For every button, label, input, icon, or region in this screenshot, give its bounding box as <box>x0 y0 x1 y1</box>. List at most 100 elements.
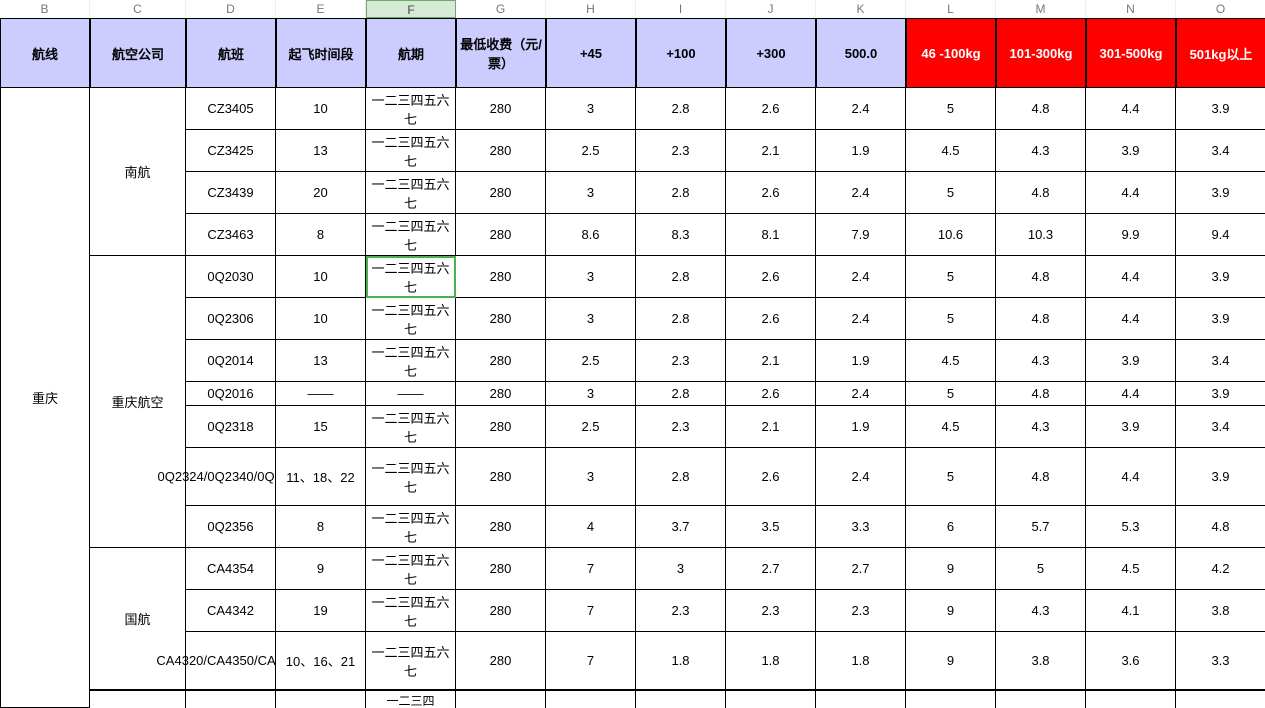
cell-dep[interactable]: 13 <box>276 340 366 382</box>
cell-w2[interactable]: 4.3 <box>996 590 1086 632</box>
cell-p45[interactable]: 3 <box>546 172 636 214</box>
cell-p500[interactable]: 2.4 <box>816 88 906 130</box>
cell-dep[interactable]: 8 <box>276 506 366 548</box>
cell-p45[interactable]: 7 <box>546 590 636 632</box>
cell-w3[interactable]: 4.4 <box>1086 256 1176 298</box>
column-letter-J[interactable]: J <box>726 0 816 18</box>
cell-min[interactable]: 280 <box>456 632 546 690</box>
cell-w1[interactable]: 5 <box>906 172 996 214</box>
column-letter-D[interactable]: D <box>186 0 276 18</box>
cell-min[interactable]: 280 <box>456 130 546 172</box>
header-13[interactable]: 501kg以上 <box>1176 18 1265 88</box>
cell-p500[interactable]: 2.4 <box>816 298 906 340</box>
header-3[interactable]: 起飞时间段 <box>276 18 366 88</box>
column-letter-F[interactable]: F <box>366 0 456 18</box>
cell-period[interactable]: —— <box>366 382 456 406</box>
cell-w1[interactable]: 4.5 <box>906 406 996 448</box>
cell-p100[interactable]: 2.3 <box>636 130 726 172</box>
cell-p100[interactable]: 2.8 <box>636 88 726 130</box>
cell-min[interactable]: 280 <box>456 172 546 214</box>
cell-flight[interactable]: 0Q2324/0Q2340/0Q2326 <box>186 448 276 506</box>
cell-w3[interactable]: 3.9 <box>1086 406 1176 448</box>
cell-p45[interactable]: 3 <box>546 88 636 130</box>
cell-w1[interactable]: 5 <box>906 88 996 130</box>
cell-w1[interactable]: 10.6 <box>906 214 996 256</box>
cell-p100[interactable]: 1.8 <box>636 632 726 690</box>
cell-min[interactable]: 280 <box>456 256 546 298</box>
cell-p500[interactable]: 2.7 <box>816 548 906 590</box>
cell-w3[interactable]: 3.9 <box>1086 340 1176 382</box>
cell-p300[interactable]: 8.1 <box>726 214 816 256</box>
cell-period[interactable]: 一二三四五六七 <box>366 214 456 256</box>
cell-p100[interactable]: 3.7 <box>636 506 726 548</box>
cell-min[interactable]: 280 <box>456 548 546 590</box>
cell-flight[interactable]: CA4342 <box>186 590 276 632</box>
cell-p100[interactable]: 2.3 <box>636 406 726 448</box>
cell-w2[interactable]: 4.8 <box>996 88 1086 130</box>
cell-p500[interactable]: 1.8 <box>816 632 906 690</box>
column-letter-E[interactable]: E <box>276 0 366 18</box>
cell-w4[interactable]: 3.4 <box>1176 340 1265 382</box>
cell-p300[interactable]: 2.3 <box>726 590 816 632</box>
cell-min[interactable]: 280 <box>456 506 546 548</box>
cell-w2[interactable]: 4.8 <box>996 382 1086 406</box>
spreadsheet-grid[interactable]: BCDEFGHIJKLMNO航线航空公司航班起飞时间段航期最低收费（元/票）+4… <box>0 0 1265 708</box>
cell-p45[interactable]: 3 <box>546 382 636 406</box>
cell-p45[interactable]: 2.5 <box>546 130 636 172</box>
cell-min[interactable]: 280 <box>456 590 546 632</box>
cell-p300[interactable]: 3.5 <box>726 506 816 548</box>
cell-w2[interactable]: 4.8 <box>996 256 1086 298</box>
cell-w2[interactable]: 10.3 <box>996 214 1086 256</box>
cell-p45[interactable]: 7 <box>546 548 636 590</box>
cell-w4[interactable]: 3.9 <box>1176 88 1265 130</box>
column-letter-O[interactable]: O <box>1176 0 1265 18</box>
cell-p45[interactable]: 4 <box>546 506 636 548</box>
cell-p300[interactable]: 2.6 <box>726 448 816 506</box>
header-6[interactable]: +45 <box>546 18 636 88</box>
cell-w1[interactable]: 6 <box>906 506 996 548</box>
cell-p45[interactable]: 2.5 <box>546 340 636 382</box>
cell-p300[interactable]: 2.6 <box>726 298 816 340</box>
column-letter-N[interactable]: N <box>1086 0 1176 18</box>
cell-p300[interactable]: 2.1 <box>726 406 816 448</box>
cell-p300[interactable]: 2.6 <box>726 88 816 130</box>
header-1[interactable]: 航空公司 <box>90 18 186 88</box>
cell-min[interactable]: 280 <box>456 214 546 256</box>
cell-dep[interactable]: 8 <box>276 214 366 256</box>
cell-flight[interactable]: CA4320/CA4350/CA3839 <box>186 632 276 690</box>
header-2[interactable]: 航班 <box>186 18 276 88</box>
column-letter-G[interactable]: G <box>456 0 546 18</box>
cell-flight[interactable]: 0Q2014 <box>186 340 276 382</box>
cell-p300[interactable]: 2.6 <box>726 256 816 298</box>
cell-period[interactable]: 一二三四五六七 <box>366 448 456 506</box>
cell-w4[interactable]: 3.3 <box>1176 632 1265 690</box>
cell-w3[interactable]: 4.4 <box>1086 172 1176 214</box>
cell-w4[interactable]: 3.9 <box>1176 298 1265 340</box>
cell-period[interactable]: 一二三四五六七 <box>366 130 456 172</box>
cell-flight[interactable]: CZ3425 <box>186 130 276 172</box>
cell-w4[interactable]: 4.2 <box>1176 548 1265 590</box>
cell-p300[interactable]: 2.1 <box>726 340 816 382</box>
cell-p300[interactable]: 1.8 <box>726 632 816 690</box>
header-9[interactable]: 500.0 <box>816 18 906 88</box>
cell-dep[interactable]: 10、16、21 <box>276 632 366 690</box>
cell-p500[interactable]: 1.9 <box>816 130 906 172</box>
cell-dep[interactable]: 20 <box>276 172 366 214</box>
cell-w2[interactable]: 5 <box>996 548 1086 590</box>
cell-flight[interactable]: CZ3405 <box>186 88 276 130</box>
airline-cell[interactable]: 南航 <box>90 88 186 256</box>
cell-period[interactable]: 一二三四五六七 <box>366 298 456 340</box>
cell-flight[interactable]: 0Q2030 <box>186 256 276 298</box>
cell-w2[interactable]: 4.8 <box>996 298 1086 340</box>
cell-p45[interactable]: 7 <box>546 632 636 690</box>
cell-w3[interactable]: 9.9 <box>1086 214 1176 256</box>
cell-p100[interactable]: 2.3 <box>636 590 726 632</box>
cell-w4[interactable]: 4.8 <box>1176 506 1265 548</box>
cell-w3[interactable]: 4.4 <box>1086 448 1176 506</box>
cell-w1[interactable]: 4.5 <box>906 130 996 172</box>
cell-w2[interactable]: 4.8 <box>996 448 1086 506</box>
cell-w4[interactable]: 9.4 <box>1176 214 1265 256</box>
cell-dep[interactable]: 13 <box>276 130 366 172</box>
header-5[interactable]: 最低收费（元/票） <box>456 18 546 88</box>
cell-p500[interactable]: 2.3 <box>816 590 906 632</box>
